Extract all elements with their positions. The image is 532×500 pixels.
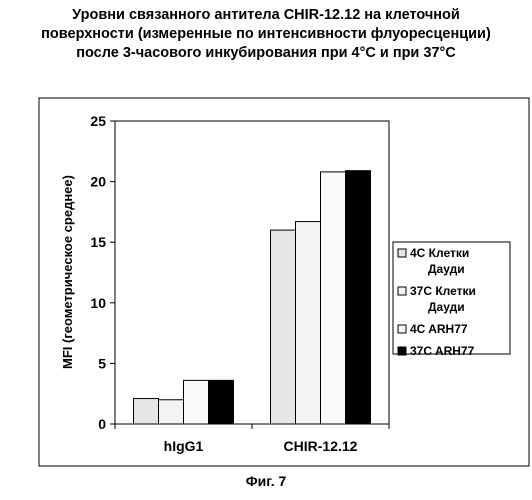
bar-3-chir-12-12 <box>321 172 346 424</box>
y-tick-label: 5 <box>98 355 106 371</box>
bar-2-chir-12-12 <box>296 222 321 424</box>
bar-1-chir-12-12 <box>271 230 296 424</box>
legend-swatch <box>398 287 406 295</box>
y-tick-label: 15 <box>90 234 106 250</box>
y-tick-label: 20 <box>90 174 106 190</box>
y-tick-label: 0 <box>98 416 106 432</box>
bar-4-higg1 <box>209 380 234 424</box>
bar-4-chir-12-12 <box>346 171 371 424</box>
bar-2-higg1 <box>159 400 184 424</box>
legend-swatch <box>398 249 406 257</box>
legend-swatch <box>398 325 406 333</box>
x-category-label: hIgG1 <box>164 438 204 454</box>
y-axis-label: MFI (геометрическое среднее) <box>60 175 75 369</box>
bar-3-higg1 <box>184 380 209 424</box>
legend-entry-label: 37C ARH77 <box>410 344 475 358</box>
bars-group <box>134 171 371 424</box>
y-tick-label: 25 <box>90 113 106 129</box>
x-labels-group: hIgG1 CHIR-12.12 <box>115 424 389 454</box>
legend-entry-label: 4C ARH77 <box>410 322 468 336</box>
y-ticks-group: 0 5 10 15 20 25 <box>90 113 115 432</box>
figure-caption: Фиг. 7 <box>0 473 532 489</box>
y-tick-label: 10 <box>90 295 106 311</box>
x-category-label: CHIR-12.12 <box>284 438 358 454</box>
legend: 4C КлеткиДауди37C КлеткиДауди4C ARH7737C… <box>393 242 510 358</box>
legend-swatch <box>398 347 406 355</box>
bar-1-higg1 <box>134 399 159 424</box>
bar-chart: 0 5 10 15 20 25 hIgG1 CHIR-12.12 MFI (геометри… <box>0 0 532 470</box>
